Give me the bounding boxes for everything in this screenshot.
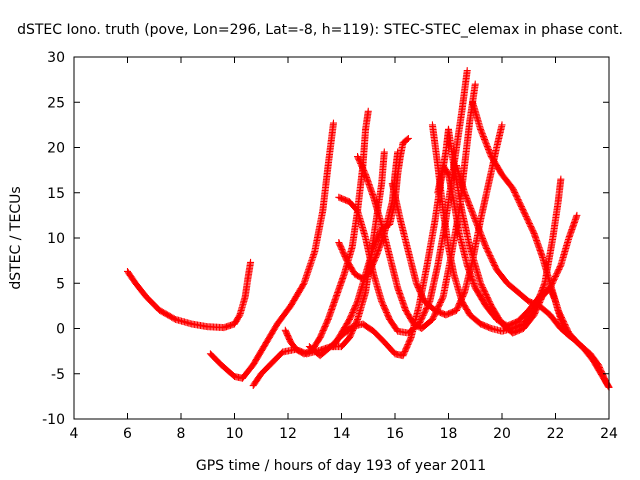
series-9 <box>354 80 479 332</box>
data-point <box>329 119 337 127</box>
series-14 <box>469 98 613 391</box>
data-point <box>471 80 479 88</box>
series-1 <box>124 258 255 332</box>
x-tick-label: 8 <box>177 426 186 442</box>
series-8 <box>335 148 402 283</box>
x-tick-label: 16 <box>386 426 404 442</box>
y-tick-label: 25 <box>47 95 65 111</box>
y-tick-label: 20 <box>47 141 65 157</box>
series-12 <box>434 162 581 330</box>
data-point <box>403 135 411 143</box>
x-tick-label: 12 <box>279 426 297 442</box>
x-tick-label: 4 <box>70 426 79 442</box>
data-point <box>247 258 255 266</box>
series-2 <box>206 119 337 382</box>
data-point <box>573 211 581 219</box>
data-point <box>364 107 372 115</box>
data-point <box>380 148 388 156</box>
x-tick-label: 24 <box>600 426 618 442</box>
series-15 <box>453 162 613 391</box>
x-axis-label: GPS time / hours of day 193 of year 2011 <box>196 458 486 474</box>
y-axis-label: dSTEC / TECUs <box>8 186 24 289</box>
y-tick-label: 0 <box>56 322 65 338</box>
data-point <box>406 335 414 343</box>
data-point <box>556 263 564 271</box>
x-tick-label: 10 <box>226 426 244 442</box>
x-tick-label: 6 <box>123 426 132 442</box>
data-point <box>353 299 361 307</box>
plot-frame <box>73 56 610 420</box>
data-point <box>557 175 565 183</box>
y-tick-label: -5 <box>51 367 65 383</box>
y-tick-label: 15 <box>47 186 65 202</box>
data-point <box>540 281 548 289</box>
chart-title: dSTEC Iono. truth (pove, Lon=296, Lat=-8… <box>17 22 623 38</box>
data-point <box>394 148 402 156</box>
plot-area <box>124 67 613 391</box>
x-tick-label: 20 <box>493 426 511 442</box>
data-point <box>404 134 412 142</box>
x-tick-label: 18 <box>440 426 458 442</box>
x-tick-label: 22 <box>547 426 565 442</box>
y-tick-label: 10 <box>47 231 65 247</box>
y-tick-label: 30 <box>47 50 65 66</box>
data-point <box>498 121 506 129</box>
data-point <box>438 294 446 302</box>
axis-ticks: 4 6 8 10 12 14 16 18 20 22 24 -10 -5 0 5 10 15 20 25 30 <box>42 50 618 442</box>
x-tick-label: 14 <box>333 426 351 442</box>
y-tick-label: 5 <box>56 276 65 292</box>
y-tick-label: -10 <box>42 412 65 428</box>
data-point <box>463 67 471 75</box>
